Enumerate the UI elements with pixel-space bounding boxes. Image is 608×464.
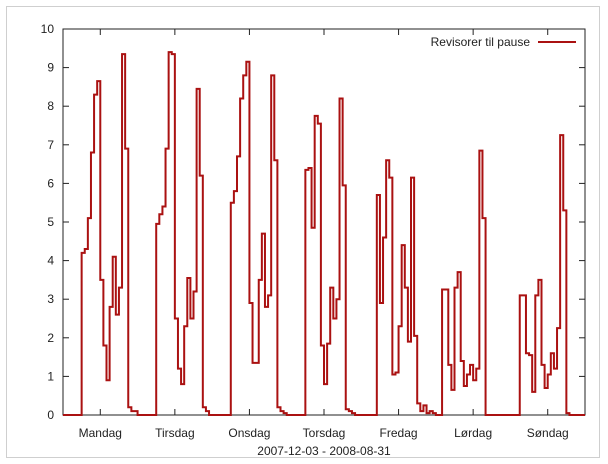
y-tick-label: 3 <box>47 292 54 306</box>
x-tick-label: Mandag <box>79 426 122 440</box>
y-tick-label: 7 <box>47 138 54 152</box>
x-tick-label: Onsdag <box>228 426 270 440</box>
y-tick-label: 5 <box>47 215 54 229</box>
chart-frame <box>6 6 600 458</box>
legend-label: Revisorer til pause <box>431 35 531 49</box>
y-tick-label: 2 <box>47 331 54 345</box>
x-tick-label: Torsdag <box>303 426 346 440</box>
x-tick-label: Tirsdag <box>155 426 195 440</box>
x-axis: Mandag Tirsdag Onsdag Torsdag Fredag Lørdag Sø… <box>79 29 569 440</box>
x-tick-label: Fredag <box>380 426 418 440</box>
legend: Revisorer til pause <box>431 35 576 49</box>
y-tick-label: 6 <box>47 176 54 190</box>
y-tick-label: 10 <box>41 22 55 36</box>
y-tick-label: 4 <box>47 254 54 268</box>
y-tick-label: 9 <box>47 61 54 75</box>
series-line-revisorer-til-pause <box>63 51 585 416</box>
y-tick-label: 8 <box>47 99 54 113</box>
x-axis-label: 2007-12-03 - 2008-08-31 <box>257 444 391 458</box>
x-tick-label: Søndag <box>527 426 569 440</box>
y-tick-label: 1 <box>47 369 54 383</box>
x-tick-label: Lørdag <box>454 426 492 440</box>
y-axis: 0 1 2 3 4 5 6 7 8 9 10 <box>41 22 585 422</box>
y-tick-label: 0 <box>47 408 54 422</box>
